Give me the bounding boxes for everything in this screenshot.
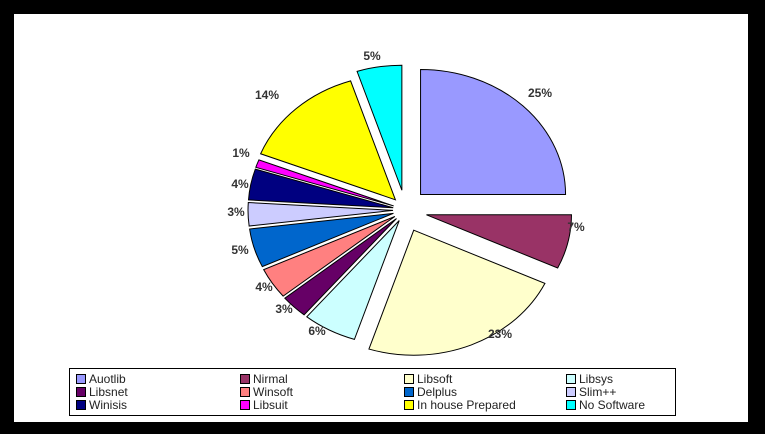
legend-label: Libsnet	[89, 385, 128, 399]
legend-swatch	[240, 400, 250, 410]
legend-swatch	[566, 374, 576, 384]
legend-item: Libsnet	[76, 386, 128, 398]
slice-label: 1%	[232, 146, 250, 160]
legend-label: Nirmal	[253, 372, 288, 386]
legend-label: Winisis	[89, 398, 127, 412]
legend-swatch	[404, 400, 414, 410]
legend-label: Slim++	[579, 385, 616, 399]
legend-item: No Software	[566, 399, 645, 411]
legend-label: Winsoft	[253, 385, 293, 399]
legend-swatch	[404, 374, 414, 384]
legend-swatch	[240, 374, 250, 384]
legend-swatch	[566, 387, 576, 397]
legend-item: Nirmal	[240, 373, 288, 385]
legend-label: Libsuit	[253, 398, 288, 412]
legend-item: In house Prepared	[404, 399, 516, 411]
legend-label: Libsoft	[417, 372, 452, 386]
legend-swatch	[76, 400, 86, 410]
slice-label: 3%	[227, 205, 245, 219]
legend-item: Libsoft	[404, 373, 452, 385]
slice-label: 6%	[308, 324, 326, 338]
legend-item: Slim++	[566, 386, 616, 398]
legend-swatch	[76, 374, 86, 384]
legend-item: Winsoft	[240, 386, 293, 398]
slice-label: 3%	[275, 302, 293, 316]
legend-swatch	[404, 387, 414, 397]
legend-item: Delplus	[404, 386, 457, 398]
slice-label: 4%	[231, 177, 249, 191]
slice-label: 5%	[231, 243, 249, 257]
legend-item: Winisis	[76, 399, 127, 411]
legend-item: Libsys	[566, 373, 613, 385]
legend-item: Auotlib	[76, 373, 126, 385]
legend: Auotlib Nirmal Libsoft Libsys Libsnet Winsoft…	[69, 368, 676, 416]
slice-label: 14%	[255, 88, 279, 102]
legend-label: In house Prepared	[417, 398, 516, 412]
legend-label: Delplus	[417, 385, 457, 399]
legend-label: Libsys	[579, 372, 613, 386]
slice-label: 4%	[255, 280, 273, 294]
legend-swatch	[76, 387, 86, 397]
slice-label: 25%	[528, 86, 552, 100]
slice-label: 23%	[488, 327, 512, 341]
slice-label: 5%	[363, 49, 381, 63]
legend-label: No Software	[579, 398, 645, 412]
legend-item: Libsuit	[240, 399, 288, 411]
slice-label: 7%	[567, 220, 585, 234]
legend-swatch	[566, 400, 576, 410]
legend-swatch	[240, 387, 250, 397]
legend-label: Auotlib	[89, 372, 126, 386]
